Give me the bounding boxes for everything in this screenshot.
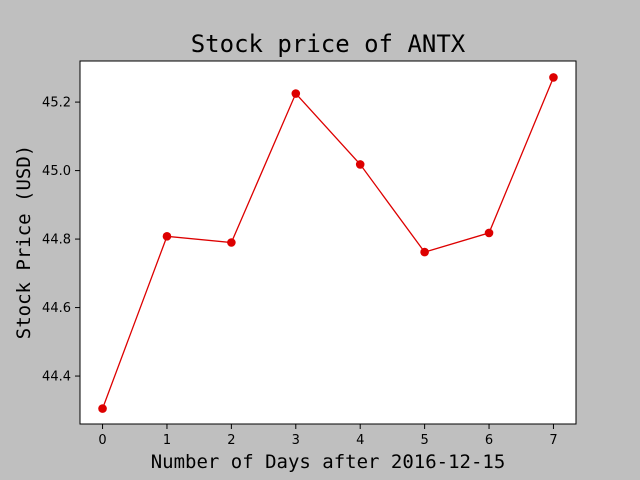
data-point <box>98 404 107 413</box>
series-line <box>101 77 555 409</box>
data-point <box>355 160 365 169</box>
y-tick-label: 44.8 <box>42 233 71 248</box>
series-layer <box>98 73 558 413</box>
data-point <box>162 232 172 241</box>
x-tick-label: 3 <box>292 433 300 448</box>
y-tick-label: 44.6 <box>42 301 71 316</box>
x-axis-label: Number of Days after 2016-12-15 <box>151 451 506 473</box>
y-tick-label: 45.2 <box>42 96 71 111</box>
x-tick-label: 2 <box>227 433 235 448</box>
x-tick-label: 5 <box>420 433 428 448</box>
x-tick-label: 7 <box>549 433 557 448</box>
data-point <box>484 228 494 238</box>
x-tick-label: 6 <box>485 433 493 448</box>
y-axis-ticks: 44.4 44.6 44.8 45.0 45.2 <box>42 96 80 385</box>
data-point <box>420 247 429 257</box>
x-tick-label: 0 <box>98 433 106 448</box>
y-tick-label: 44.4 <box>42 370 71 385</box>
x-axis-ticks: 0 1 2 3 4 5 6 7 <box>98 424 558 448</box>
y-tick-label: 45.0 <box>42 164 71 179</box>
y-axis-label: Stock Price (USD) <box>13 145 35 339</box>
x-tick-label: 1 <box>163 433 171 448</box>
data-point <box>549 73 558 82</box>
chart-title: Stock price of ANTX <box>191 30 466 58</box>
plot-area <box>79 60 577 425</box>
data-point <box>227 238 236 247</box>
data-point <box>291 89 301 98</box>
x-tick-label: 4 <box>356 433 364 448</box>
